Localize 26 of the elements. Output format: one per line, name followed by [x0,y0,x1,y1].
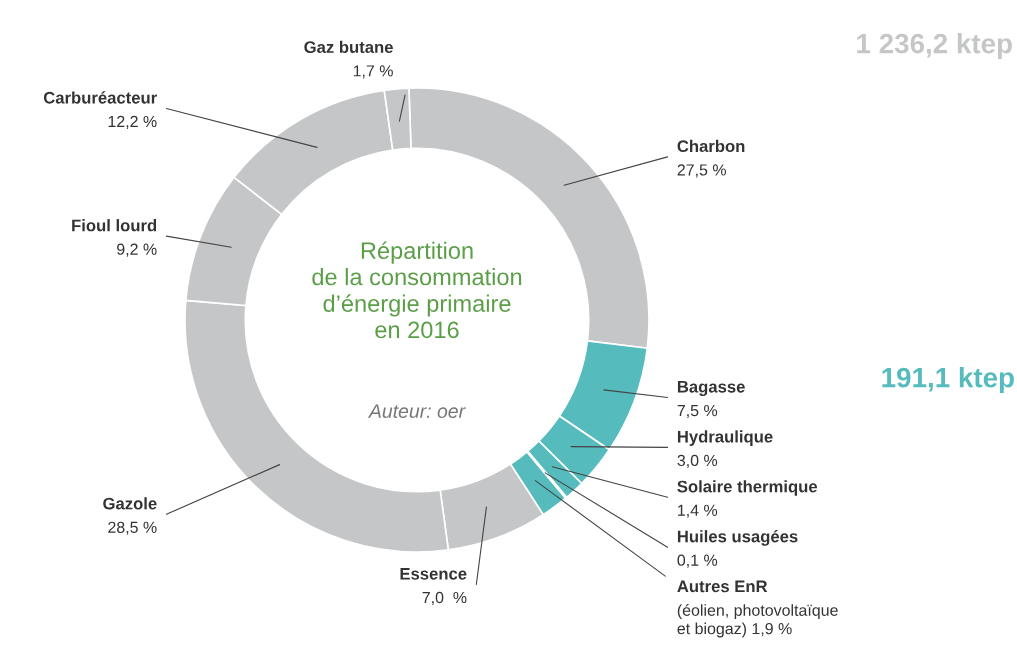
slice-label: Fioul lourd [72,219,157,232]
slice-label: Autres EnR [677,580,768,593]
slice-label: Gaz butane [304,40,393,54]
slice-label: Gazole [103,497,157,510]
data-label: 1,7 % [353,65,393,79]
data-label: 3,0 % [677,454,718,468]
slice-label: Essence [400,568,467,580]
slice-label: Carburéacteur [43,91,157,104]
slice-label: Solaire thermique [677,480,818,496]
text: Répartition de la consommation d’énergie primaire en 2016 [312,241,522,339]
data-label: 9,2 % [117,243,157,257]
text: 191,1 ktep [882,367,1014,393]
text: Auteur: oer [367,404,466,419]
data-label: 1,4 % [678,504,718,518]
data-label: 28,5 % [108,521,157,535]
slice-label: Huiles usagées [677,530,798,546]
data-label: (éolien, photovoltaïque et biogaz) 1,9 % [677,604,838,638]
data-label: 12,2 % [108,115,157,130]
slice-label: Charbon [677,139,745,153]
data-label: 0,1 % [677,554,718,568]
slice-label: Hydraulique [677,430,773,446]
data-label: 7,5 % [677,404,718,419]
slice-label: Bagasse [677,381,745,396]
data-label: 27,5 % [677,164,726,178]
data-label: 7,0 % [422,591,467,606]
text: 1 236,2 ktep [857,33,1012,59]
